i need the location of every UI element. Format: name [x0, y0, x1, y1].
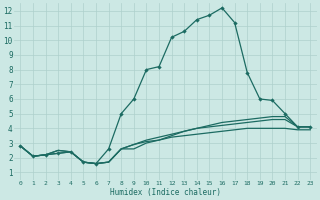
X-axis label: Humidex (Indice chaleur): Humidex (Indice chaleur)	[110, 188, 221, 197]
